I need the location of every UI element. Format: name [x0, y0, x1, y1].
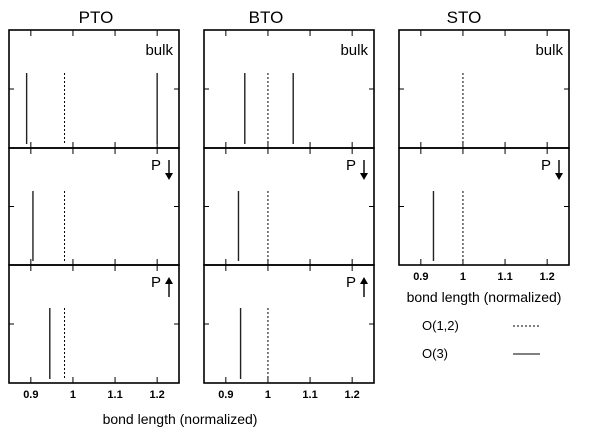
x-tick-label-pto: 1	[70, 389, 76, 401]
row-label-p: P	[541, 157, 551, 174]
x-axis-label-sto: bond length (normalized)	[407, 289, 562, 305]
row-label-bulk: bulk	[145, 42, 173, 59]
column-title-sto: STO	[447, 8, 482, 27]
arrow-up-icon	[165, 277, 173, 284]
column-title-pto: PTO	[79, 8, 114, 27]
row-label-p: P	[346, 274, 356, 291]
x-tick-label-bto: 1.1	[302, 389, 317, 401]
arrow-up-icon	[360, 277, 368, 284]
x-tick-label-bto: 1.2	[345, 389, 360, 401]
column-titles: PTO BTO STO	[79, 8, 482, 27]
x-tick-label-sto: 1	[460, 271, 466, 283]
row-label-p: P	[151, 274, 161, 291]
arrow-down-icon	[555, 173, 563, 180]
x-axis-labels: bond length (normalized) bond length (no…	[103, 289, 562, 427]
row-label-bulk: bulk	[535, 42, 563, 59]
x-tick-label-pto: 1.1	[107, 389, 122, 401]
x-axis-label-bottom: bond length (normalized)	[103, 411, 258, 427]
arrow-down-icon	[165, 173, 173, 180]
row-label-p: P	[346, 157, 356, 174]
row-label-p: P	[151, 157, 161, 174]
x-tick-label-sto: 1.2	[540, 271, 555, 283]
x-tick-label-sto: 0.9	[413, 271, 428, 283]
x-tick-label-bto: 0.9	[218, 389, 233, 401]
x-tick-label-pto: 1.2	[150, 389, 165, 401]
legend-label-o3: O(3)	[422, 346, 448, 361]
row-label-bulk: bulk	[340, 42, 368, 59]
legend-label-o12: O(1,2)	[422, 318, 459, 333]
column-title-bto: BTO	[249, 8, 284, 27]
legend: O(1,2) O(3)	[422, 318, 540, 361]
x-tick-label-bto: 1	[265, 389, 271, 401]
arrow-down-icon	[360, 173, 368, 180]
x-tick-label-pto: 0.9	[23, 389, 38, 401]
x-tick-label-sto: 1.1	[497, 271, 512, 283]
